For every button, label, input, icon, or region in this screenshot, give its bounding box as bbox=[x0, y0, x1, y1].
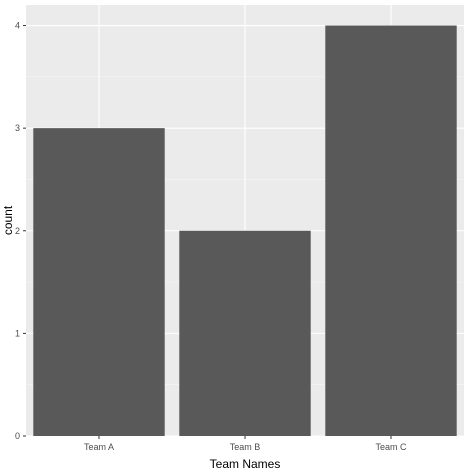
y-tick-label: 2 bbox=[15, 226, 20, 236]
bar bbox=[179, 230, 311, 436]
x-axis: Team A Team B Team C bbox=[84, 436, 407, 452]
x-tick-label: Team B bbox=[230, 442, 261, 452]
x-tick-label: Team A bbox=[84, 442, 114, 452]
y-tick-label: 0 bbox=[15, 431, 20, 441]
x-tick-label: Team C bbox=[375, 442, 407, 452]
bars bbox=[33, 25, 457, 437]
y-axis: 0 1 2 3 4 bbox=[15, 21, 26, 441]
y-tick-label: 3 bbox=[15, 123, 20, 133]
y-tick-label: 4 bbox=[15, 21, 20, 31]
bar bbox=[325, 25, 457, 437]
bar bbox=[33, 128, 165, 436]
x-axis-title: Team Names bbox=[210, 457, 281, 471]
y-axis-title: count bbox=[1, 205, 15, 235]
y-tick-label: 1 bbox=[15, 328, 20, 338]
